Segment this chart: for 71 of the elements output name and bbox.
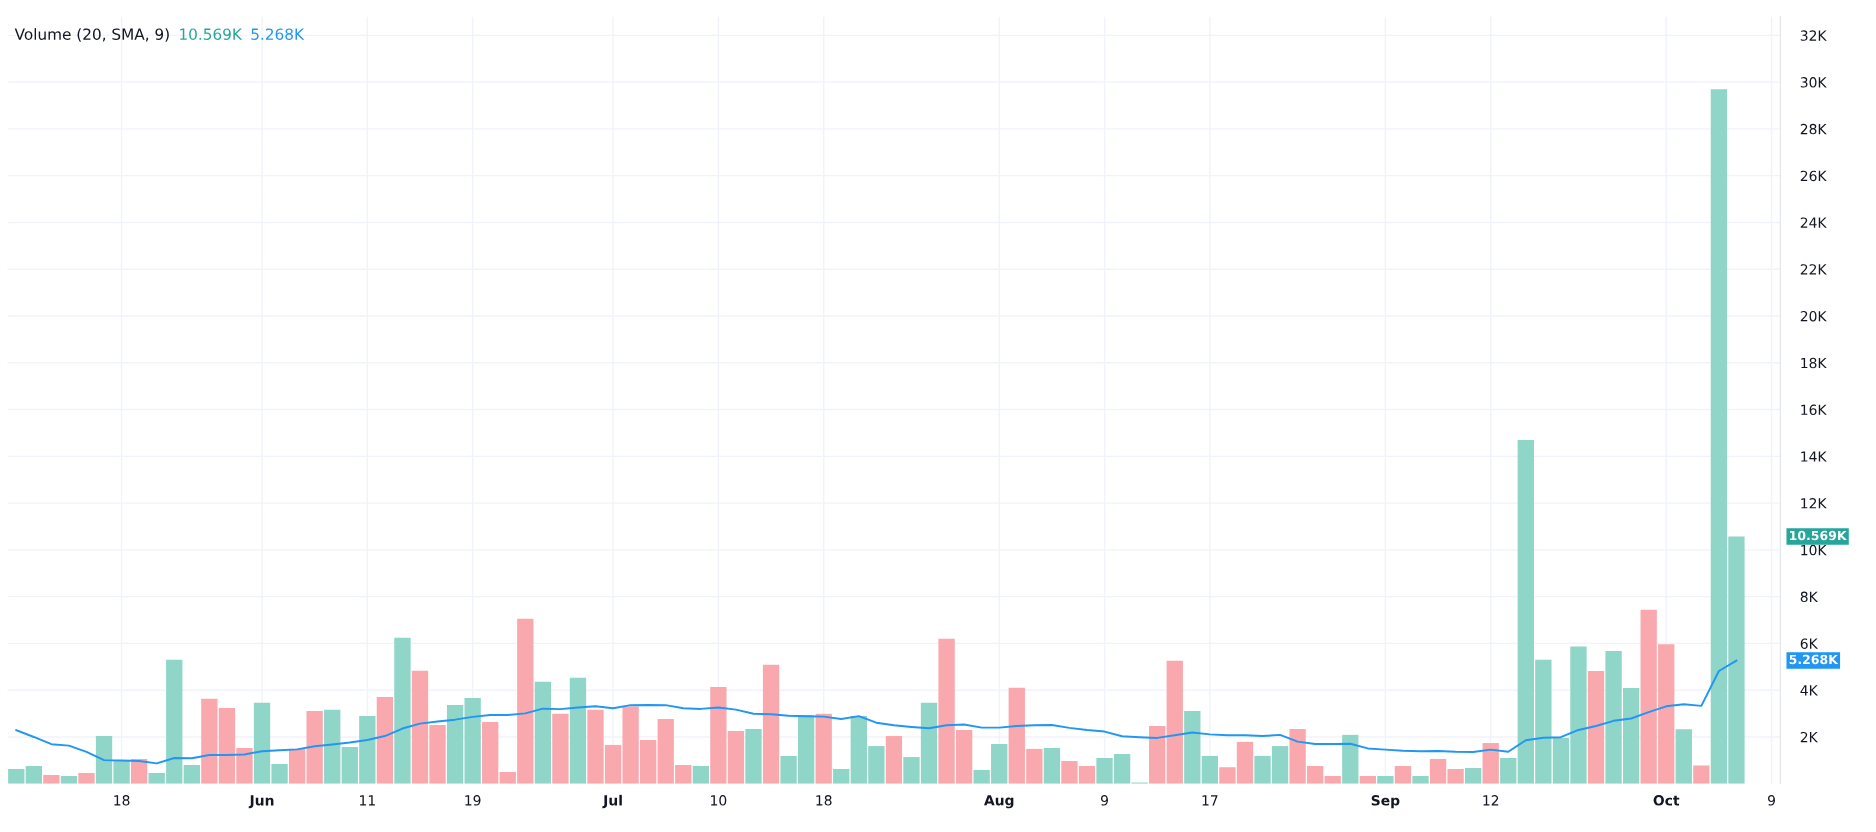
bar [762,664,780,784]
bar [8,769,25,784]
y-tick-label: 12K [1801,498,1827,509]
x-tick-label: 18 [816,795,832,806]
bar [306,711,323,784]
y-tick-label: 2K [1800,731,1818,743]
bar [25,765,42,784]
bar [1184,711,1201,784]
x-tick-label: 9 [1101,795,1108,806]
y-tick-label: 24K [1800,217,1827,228]
bar [692,765,709,784]
x-tick-label: 12 [1483,795,1499,806]
y-tick-label: 10K [1801,544,1827,556]
x-tick-label: 10 [711,795,727,806]
bar [183,765,200,784]
bar [885,736,903,784]
text: 5.268K [1789,654,1839,665]
bar [324,709,341,784]
y-tick-label: 4K [1800,685,1818,696]
bar [552,713,569,784]
y-tick-label: 30K [1800,77,1827,88]
bar [482,722,499,784]
annotation: 5.268K [251,28,305,40]
bar [1201,755,1219,784]
y-tick-label: 14K [1801,451,1827,462]
bar [1693,765,1710,784]
x-tick-label: Sep [1371,795,1400,809]
y-tick-label: 18K [1801,357,1827,369]
x-tick-label: 9 [1768,795,1775,806]
text: Volume (20, SMA, 9) [14,28,169,42]
bar [1464,768,1482,784]
text: 10.569K [1790,530,1847,541]
x-tick-label: Jun [248,795,274,809]
y-tick-label: 26K [1800,170,1827,182]
y-tick-label: 28K [1800,123,1827,135]
bar [569,677,587,784]
x-tick-label: 11 [360,795,375,806]
bar [745,729,762,784]
x-tick-label: 19 [465,795,481,806]
bar [1043,747,1061,784]
bar [1394,765,1412,784]
bar [1500,758,1517,784]
y-tick-label: 8K [1800,591,1818,603]
bar [1587,671,1605,784]
bar [1412,776,1429,784]
x-tick-label: 18 [114,795,130,806]
bar [394,637,411,784]
x-tick-label: 17 [1202,795,1218,806]
x-tick-label: Jul [602,794,622,809]
annotation: 10.569K [180,28,243,40]
bar [833,769,850,784]
bar [78,772,95,784]
bar [376,696,394,784]
x-tick-label: Oct [1653,795,1680,806]
y-tick-label: 6K [1800,638,1818,649]
y-tick-label: 16K [1801,404,1827,416]
line-series [15,659,1738,765]
bar [534,681,552,784]
y-tick-label: 20K [1800,310,1827,322]
bar [815,713,832,784]
bar [1675,729,1692,784]
y-tick-label: 22K [1800,264,1827,275]
x-tick-label: Aug [984,795,1014,809]
bar [1166,660,1183,784]
y-tick-label: 32K [1800,30,1827,41]
bar [1377,776,1394,784]
bar [1149,725,1166,784]
bar [43,775,60,784]
bar [1342,734,1359,784]
bar [288,748,306,784]
bar [1482,743,1499,784]
